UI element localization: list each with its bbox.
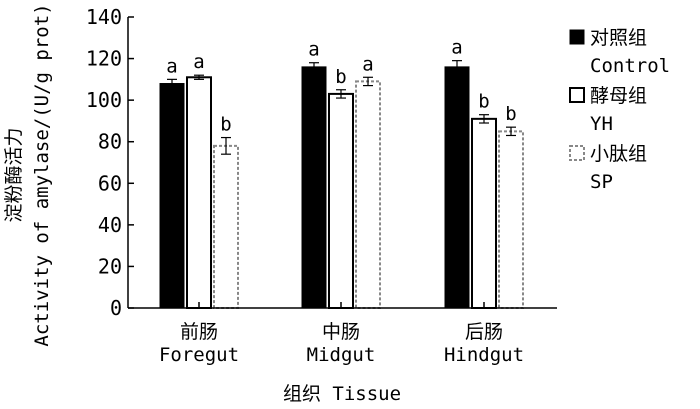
y-axis-label-zh: 淀粉酶活力 bbox=[3, 127, 25, 222]
significance-label: a bbox=[193, 51, 204, 73]
significance-label: b bbox=[335, 66, 346, 88]
legend-label-zh: 对照组 bbox=[590, 27, 647, 49]
x-axis-label: 组织 Tissue bbox=[283, 383, 401, 405]
legend-swatch bbox=[569, 29, 585, 45]
y-tick-label: 80 bbox=[98, 130, 122, 154]
x-tick-label: Midgut bbox=[307, 344, 376, 366]
significance-label: a bbox=[166, 55, 177, 77]
y-tick-label: 0 bbox=[110, 296, 122, 320]
x-tick-label-zh: 后肠 bbox=[465, 321, 503, 343]
significance-label: b bbox=[220, 114, 231, 136]
y-tick-label: 40 bbox=[98, 213, 122, 237]
y-axis: 0 20 40 60 80 100 120 140 bbox=[86, 5, 134, 320]
y-tick-label: 60 bbox=[98, 171, 122, 195]
bar bbox=[444, 66, 470, 309]
y-tick-label: 100 bbox=[86, 88, 122, 112]
x-tick-label-zh: 前肠 bbox=[180, 321, 218, 343]
significance-label: a bbox=[308, 39, 319, 61]
significance-label: a bbox=[362, 53, 373, 75]
bar bbox=[186, 76, 212, 310]
bar bbox=[355, 80, 381, 309]
bar bbox=[328, 92, 354, 309]
y-tick-label: 20 bbox=[98, 254, 122, 278]
x-tick-label-zh: 中肠 bbox=[322, 321, 360, 343]
bar bbox=[159, 83, 185, 309]
y-tick-label: 140 bbox=[86, 5, 122, 29]
legend-label-zh: 小肽组 bbox=[590, 143, 647, 165]
legend-swatch bbox=[569, 145, 585, 161]
legend-label: YH bbox=[590, 113, 613, 135]
y-tick-label: 120 bbox=[86, 47, 122, 71]
legend-label-zh: 酵母组 bbox=[590, 85, 647, 107]
legend-label: Control bbox=[590, 55, 670, 77]
significance-label: b bbox=[478, 91, 489, 113]
significance-label: a bbox=[451, 37, 462, 59]
bar bbox=[213, 144, 239, 309]
y-axis-label: Activity of amylase/(U/g prot) bbox=[31, 3, 53, 346]
significance-label: b bbox=[505, 103, 516, 125]
x-tick-label: Foregut bbox=[159, 344, 239, 366]
legend: 对照组 Control 酵母组 YH 小肽组 SP bbox=[569, 27, 670, 193]
legend-swatch bbox=[569, 87, 585, 103]
bar bbox=[471, 117, 497, 309]
legend-label: SP bbox=[590, 171, 613, 193]
bar bbox=[498, 130, 524, 309]
bar bbox=[301, 66, 327, 309]
x-tick-label: Hindgut bbox=[444, 344, 524, 366]
